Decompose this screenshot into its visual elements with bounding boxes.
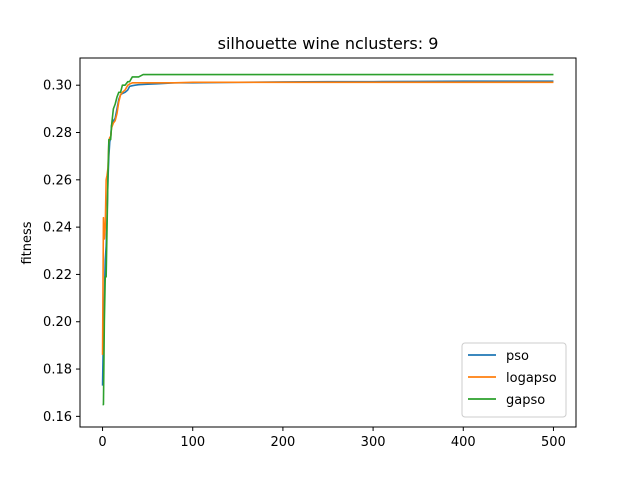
x-tick-label: 500 — [541, 435, 566, 450]
series-line-gapso — [102, 73, 554, 406]
x-tick-label: 200 — [270, 435, 295, 450]
y-tick-label: 0.18 — [43, 363, 72, 378]
plot-area — [79, 57, 577, 428]
y-tick-label: 0.16 — [43, 410, 72, 425]
series-line-logapso — [101, 81, 554, 355]
y-tick-label: 0.26 — [43, 173, 72, 188]
series-layer — [101, 73, 554, 406]
x-tick-label: 300 — [361, 435, 386, 450]
x-tick-label: 100 — [180, 435, 205, 450]
x-tick-label: 400 — [451, 435, 476, 450]
y-tick-label: 0.20 — [43, 315, 72, 330]
chart-title: silhouette wine nclusters: 9 — [218, 34, 439, 53]
y-tick-label: 0.24 — [43, 221, 72, 236]
y-tick-label: 0.28 — [43, 126, 72, 141]
plot-frame — [79, 57, 577, 428]
legend-label-pso: pso — [506, 349, 529, 364]
x-tick-label: 0 — [98, 435, 106, 450]
legend-label-gapso: gapso — [506, 393, 545, 408]
y-axis-label: fitness — [20, 221, 35, 264]
x-axis: 0 100 200 300 400 500 — [98, 427, 566, 450]
y-tick-label: 0.30 — [43, 79, 72, 94]
legend-label-logapso: logapso — [506, 371, 557, 386]
legend: pso logapso gapso — [461, 342, 567, 418]
y-tick-label: 0.22 — [43, 268, 72, 283]
y-axis: 0.16 0.18 0.20 0.22 0.24 0.26 0.28 0.30 — [43, 79, 80, 425]
